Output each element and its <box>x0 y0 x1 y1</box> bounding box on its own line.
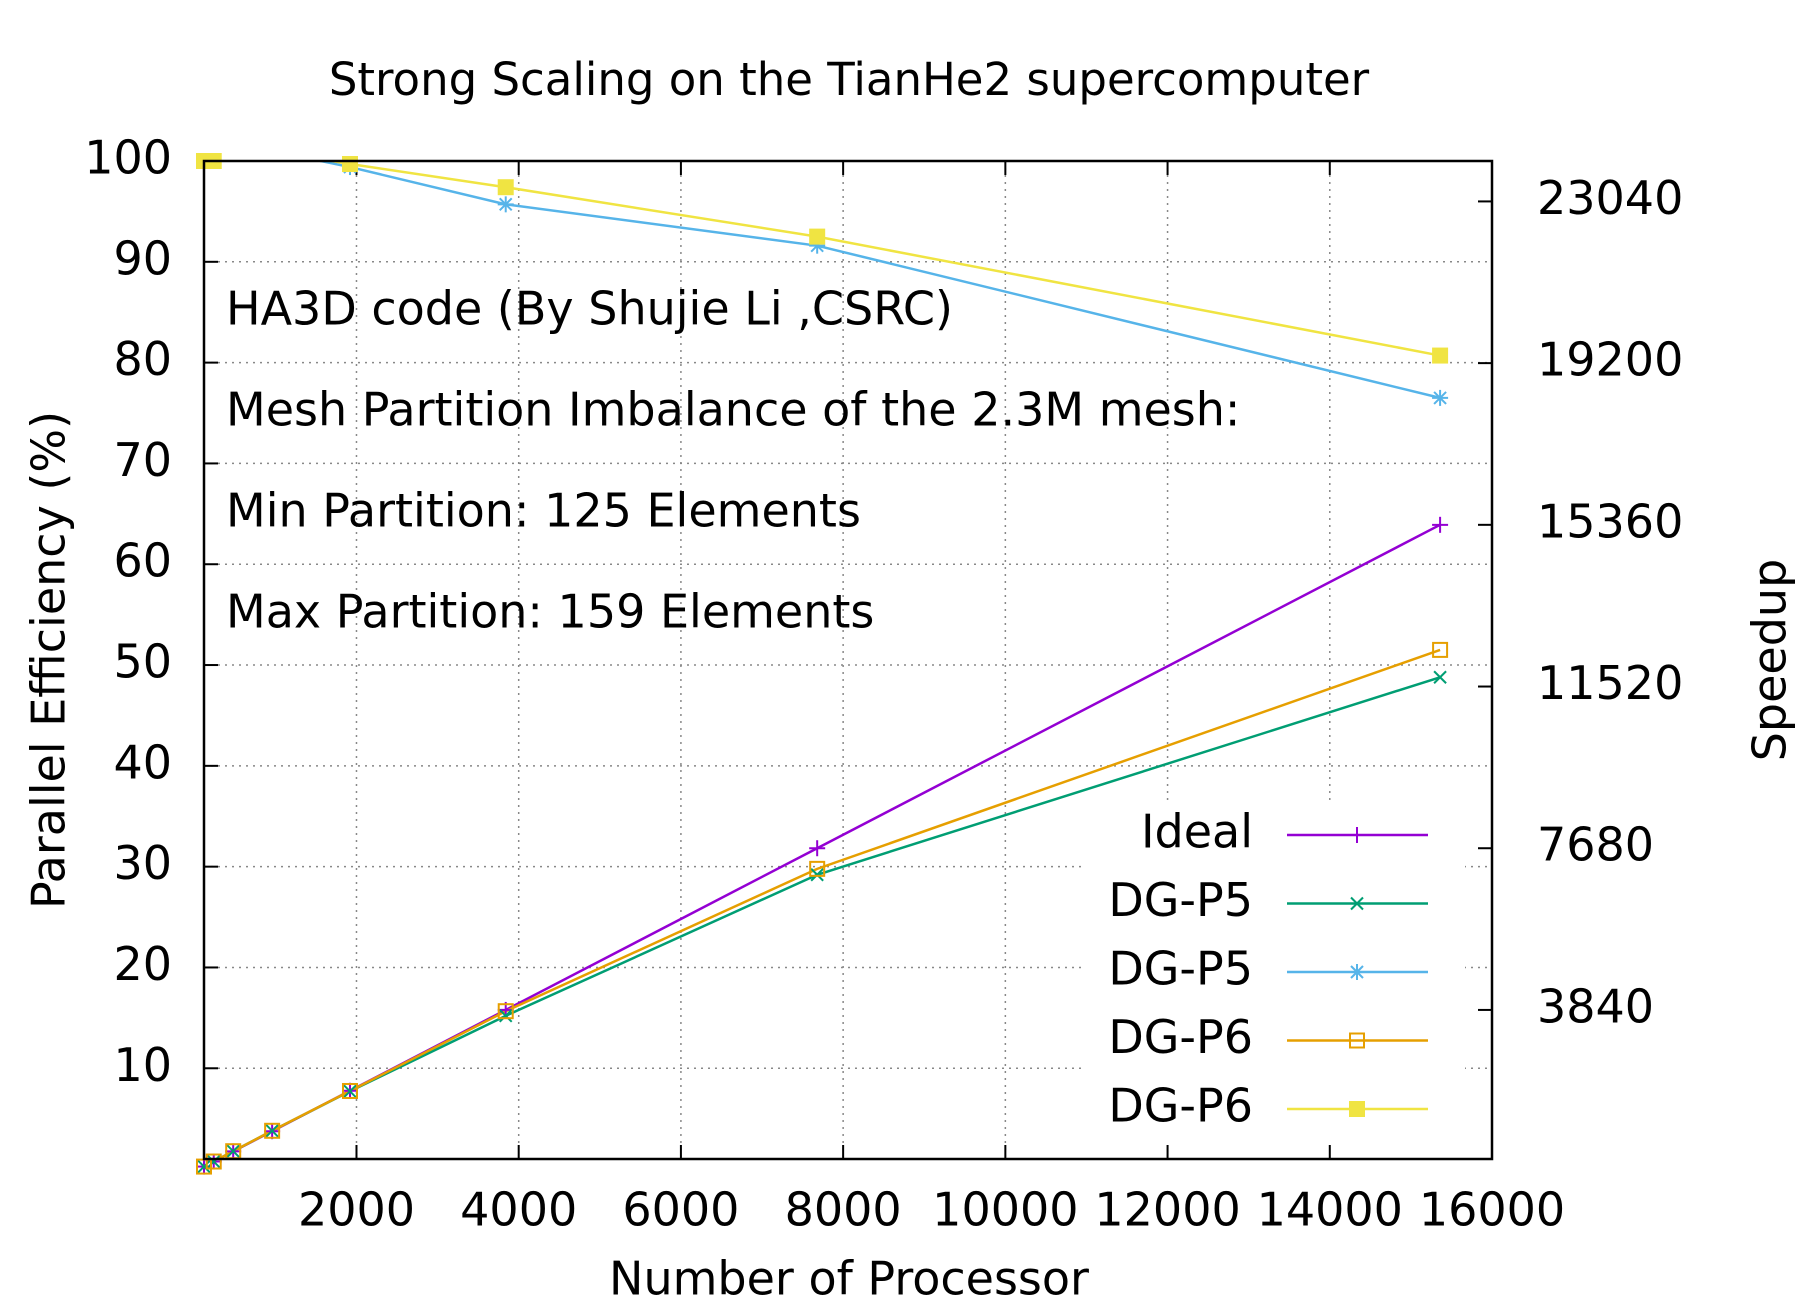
marker-stroke <box>226 1144 240 1158</box>
x-tick-label: 12000 <box>1094 1183 1240 1237</box>
y-tick-label: 20 <box>113 937 172 991</box>
marker-stroke <box>1350 896 1364 911</box>
y-tick-label: 80 <box>113 332 172 386</box>
marker <box>809 228 826 245</box>
marker <box>1432 347 1449 364</box>
marker <box>341 1082 358 1099</box>
y-tick-label: 100 <box>84 131 172 185</box>
marker <box>205 1153 222 1170</box>
annotation: Max Partition: 159 Elements <box>226 585 874 639</box>
marker-stroke <box>1350 965 1364 979</box>
x-tick-label: 8000 <box>785 1183 902 1237</box>
marker <box>499 1009 513 1023</box>
marker-stroke <box>265 1124 279 1138</box>
y-tick-label: 30 <box>113 836 172 890</box>
y2-axis-label: Speedup <box>1743 559 1797 762</box>
legend-label: DG-P6 <box>1108 1010 1253 1064</box>
y-tick-label: 50 <box>113 635 172 689</box>
y-tick-label: 60 <box>113 534 172 588</box>
legend-label: DG-P5 <box>1108 942 1253 996</box>
y-tick-label: 10 <box>113 1038 172 1092</box>
series-line <box>204 161 1441 400</box>
x-tick-label: 10000 <box>932 1183 1078 1237</box>
marker <box>197 1159 211 1174</box>
y2-tick-label: 3840 <box>1537 979 1654 1033</box>
y2-tick-label: 7680 <box>1537 818 1654 872</box>
y2-tick-label: 11520 <box>1537 656 1683 710</box>
x-tick-label: 4000 <box>460 1183 577 1237</box>
y-axis-label: Parallel Efficiency (%) <box>22 411 76 909</box>
annotation: Min Partition: 125 Elements <box>226 484 861 538</box>
marker <box>1349 964 1365 980</box>
y2-tick-label: 15360 <box>1537 494 1683 548</box>
marker <box>226 1144 240 1158</box>
x-tick-label: 14000 <box>1257 1183 1403 1237</box>
marker-square <box>264 1122 281 1139</box>
marker <box>1432 641 1449 658</box>
x-axis-label: Number of Processor <box>609 1252 1089 1306</box>
marker <box>341 156 358 173</box>
marker-square <box>497 1003 514 1020</box>
legend-label: Ideal <box>1141 805 1253 859</box>
marker-stroke <box>197 1159 211 1174</box>
legend-box <box>1085 805 1465 1145</box>
marker <box>810 868 824 882</box>
marker-stroke <box>810 868 824 882</box>
y-tick-label: 70 <box>113 433 172 487</box>
marker <box>809 860 826 877</box>
marker <box>1350 896 1364 911</box>
y2-tick-label: 19200 <box>1537 333 1683 387</box>
y-tick-label: 90 <box>113 231 172 285</box>
marker-square <box>1432 641 1449 658</box>
legend-label: DG-P6 <box>1108 1079 1253 1133</box>
marker <box>497 196 514 213</box>
marker-square <box>341 156 358 173</box>
marker <box>265 1124 279 1138</box>
x-tick-label: 6000 <box>622 1183 739 1237</box>
marker-square <box>205 1153 222 1170</box>
annotation: Mesh Partition Imbalance of the 2.3M mes… <box>226 383 1240 437</box>
marker-square <box>809 860 826 877</box>
marker-stroke <box>207 1154 221 1169</box>
marker-stroke <box>499 197 513 212</box>
marker <box>1432 389 1449 406</box>
series-line <box>215 648 1441 1159</box>
marker <box>343 1084 357 1098</box>
marker <box>1433 670 1447 684</box>
plot-area <box>204 161 1441 1159</box>
marker <box>207 1154 221 1169</box>
marker-stroke <box>1433 670 1447 684</box>
marker-square <box>809 228 826 245</box>
marker <box>809 840 826 857</box>
x-tick-label: 16000 <box>1419 1183 1565 1237</box>
y-tick-label: 40 <box>113 735 172 789</box>
annotation: HA3D code (By Shujie Li ,CSRC) <box>226 282 953 336</box>
legend-label: DG-P5 <box>1108 873 1253 927</box>
marker-stroke <box>1433 391 1447 405</box>
marker <box>497 179 514 196</box>
marker-stroke <box>343 1084 357 1098</box>
chart-title: Strong Scaling on the TianHe2 supercompu… <box>329 53 1370 106</box>
marker <box>1349 1101 1365 1117</box>
marker-square <box>1349 1032 1365 1049</box>
marker <box>497 1003 514 1020</box>
marker <box>1349 827 1365 843</box>
marker-square <box>341 1082 358 1099</box>
marker-square <box>497 179 514 196</box>
x-tick-label: 2000 <box>298 1183 415 1237</box>
plot-border <box>202 159 1494 1161</box>
marker-stroke <box>499 1009 513 1023</box>
marker-square <box>1349 1101 1365 1117</box>
marker <box>1432 516 1449 533</box>
marker <box>1349 1032 1365 1049</box>
y2-tick-label: 23040 <box>1537 171 1683 225</box>
marker-square <box>1432 347 1449 364</box>
marker <box>264 1122 281 1139</box>
series-line <box>204 161 1441 357</box>
